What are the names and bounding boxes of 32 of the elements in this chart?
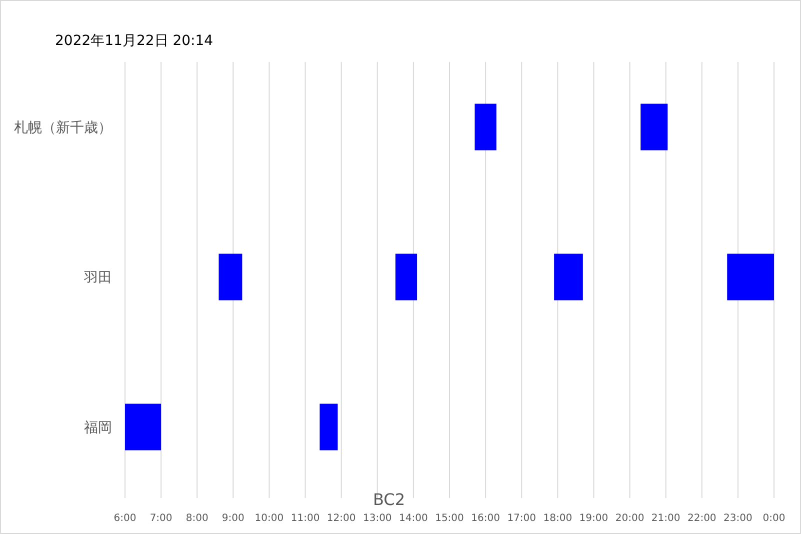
x-tick-label: 17:00 bbox=[507, 513, 536, 524]
bar bbox=[320, 404, 338, 450]
x-tick-label: 19:00 bbox=[579, 513, 608, 524]
x-tick-label: 9:00 bbox=[222, 513, 244, 524]
x-tick-label: 7:00 bbox=[150, 513, 172, 524]
x-tick-label: 12:00 bbox=[326, 513, 356, 524]
x-tick-label: 13:00 bbox=[362, 513, 392, 524]
x-tick-label: 23:00 bbox=[724, 513, 752, 524]
x-tick-label: 22:00 bbox=[687, 513, 716, 524]
y-tick-label: 札幌（新千歳） bbox=[14, 120, 112, 136]
x-tick-label: 6:00 bbox=[114, 513, 136, 524]
x-tick-label: 10:00 bbox=[254, 513, 284, 524]
bar bbox=[640, 104, 668, 150]
chart-title: 2022年11月22日 20:14 bbox=[55, 33, 214, 49]
x-tick-label: 18:00 bbox=[543, 513, 572, 524]
y-tick-label: 羽田 bbox=[83, 270, 112, 286]
bar bbox=[218, 254, 242, 300]
x-axis-title: BC2 bbox=[372, 490, 406, 509]
x-tick-label: 20:00 bbox=[615, 513, 644, 524]
y-tick-label: 福岡 bbox=[84, 420, 112, 436]
x-tick-label: 0:00 bbox=[762, 513, 786, 524]
bar bbox=[727, 254, 774, 300]
x-tick-label: 21:00 bbox=[651, 513, 680, 524]
x-tick-label: 11:00 bbox=[290, 513, 320, 524]
x-tick-label: 8:00 bbox=[186, 513, 208, 524]
bar bbox=[125, 404, 162, 450]
x-tick-label: 16:00 bbox=[471, 513, 500, 524]
bar bbox=[554, 254, 583, 300]
x-tick-label: 15:00 bbox=[435, 513, 464, 524]
bar bbox=[395, 254, 418, 300]
x-tick-label: 14:00 bbox=[399, 513, 428, 524]
bar bbox=[474, 104, 496, 150]
